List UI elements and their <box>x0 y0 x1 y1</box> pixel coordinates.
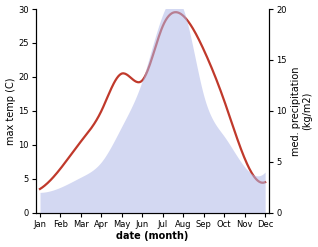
Y-axis label: max temp (C): max temp (C) <box>5 77 16 145</box>
X-axis label: date (month): date (month) <box>116 231 189 242</box>
Y-axis label: med. precipitation
(kg/m2): med. precipitation (kg/m2) <box>291 66 313 156</box>
